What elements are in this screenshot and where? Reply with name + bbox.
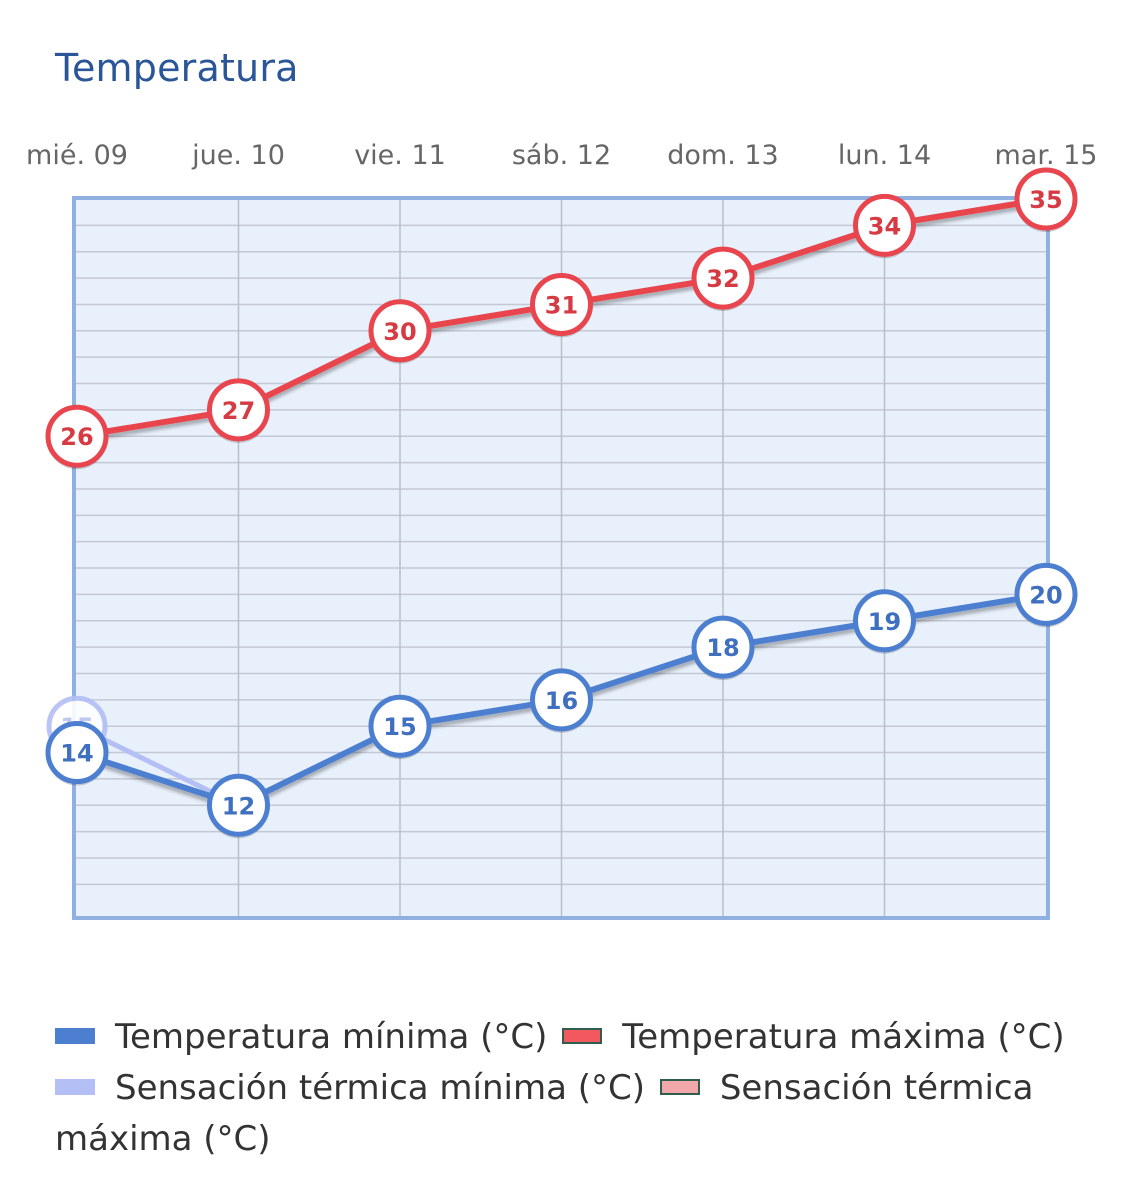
data-label: 35 bbox=[1029, 186, 1062, 214]
x-tick-label: jue. 10 bbox=[191, 140, 285, 171]
data-label: 16 bbox=[545, 687, 578, 715]
point-marker bbox=[45, 404, 109, 468]
data-label: 26 bbox=[60, 423, 93, 451]
legend-item-max-temp[interactable]: Temperatura máxima (°C) bbox=[562, 1017, 1065, 1057]
data-point-tmin: 16 bbox=[530, 668, 593, 733]
point-marker bbox=[368, 694, 432, 758]
data-point-tmin: 15 bbox=[368, 694, 432, 760]
legend-item-min-temp[interactable]: Temperatura mínima (°C) bbox=[55, 1017, 547, 1057]
legend-swatch-max-temp bbox=[562, 1027, 603, 1044]
point-marker bbox=[207, 378, 270, 442]
data-point-tmin: 19 bbox=[853, 589, 916, 654]
data-label: 34 bbox=[868, 212, 901, 240]
legend-label-max-temp: Temperatura máxima (°C) bbox=[622, 1017, 1065, 1057]
point-marker bbox=[530, 668, 593, 732]
data-label: 32 bbox=[706, 265, 739, 293]
point-marker bbox=[207, 773, 270, 837]
point-marker bbox=[1014, 562, 1078, 626]
x-tick-label: vie. 11 bbox=[354, 140, 446, 171]
x-tick-label: dom. 13 bbox=[667, 140, 778, 171]
data-point-tmin: 20 bbox=[1014, 562, 1078, 628]
data-point-tmin: 12 bbox=[207, 773, 270, 839]
data-point-tmax: 32 bbox=[691, 246, 755, 312]
legend-item-min-feel[interactable]: Sensación térmica mínima (°C) bbox=[55, 1068, 645, 1108]
temperature-chart: mié. 09 jue. 10 vie. 11 sáb. 12 dom. 13 lun. … bbox=[26, 140, 1098, 920]
point-marker bbox=[530, 272, 593, 336]
data-point-tmax: 35 bbox=[1014, 167, 1078, 232]
data-point-tmax: 34 bbox=[853, 193, 916, 259]
point-marker bbox=[853, 193, 916, 257]
data-label: 30 bbox=[383, 318, 416, 346]
legend-label-min-feel: Sensación térmica mínima (°C) bbox=[115, 1068, 646, 1108]
legend-label-max-feel: Sensación térmica máxima (°C) bbox=[55, 1068, 1034, 1159]
point-marker bbox=[45, 721, 109, 785]
data-label: 18 bbox=[706, 634, 739, 662]
data-label: 27 bbox=[222, 397, 255, 425]
legend-item-max-feel[interactable]: Sensación térmica máxima (°C) bbox=[55, 1068, 1033, 1159]
chart-title: Temperatura bbox=[55, 46, 299, 90]
x-tick-label: mar. 15 bbox=[995, 140, 1098, 171]
legend-swatch-min-feel bbox=[55, 1078, 95, 1095]
data-label: 19 bbox=[868, 608, 901, 636]
point-marker bbox=[368, 299, 432, 363]
data-point-tmin: 18 bbox=[691, 615, 755, 681]
point-marker bbox=[691, 246, 755, 310]
x-tick-label: mié. 09 bbox=[26, 140, 128, 171]
x-tick-label: sáb. 12 bbox=[512, 140, 611, 171]
data-point-tmax: 26 bbox=[45, 404, 109, 470]
data-point-tmax: 31 bbox=[530, 272, 593, 338]
legend-swatch-max-feel bbox=[659, 1078, 700, 1095]
chart-legend: Temperatura mínima (°C) Temperatura máxi… bbox=[55, 1012, 1115, 1165]
data-label: 14 bbox=[60, 740, 93, 768]
data-label: 31 bbox=[545, 291, 578, 319]
data-point-tmax: 27 bbox=[207, 378, 270, 443]
legend-swatch-min-temp bbox=[55, 1027, 95, 1044]
plot-border bbox=[72, 196, 1050, 920]
data-point-tmax: 30 bbox=[368, 299, 432, 364]
data-label: 12 bbox=[222, 792, 255, 820]
point-marker bbox=[853, 589, 916, 653]
data-label: 15 bbox=[383, 713, 416, 741]
point-marker bbox=[691, 615, 755, 679]
data-point-tmin: 14 bbox=[45, 721, 109, 786]
x-tick-label: lun. 14 bbox=[838, 140, 931, 171]
data-label: 20 bbox=[1029, 581, 1062, 609]
point-marker bbox=[1014, 167, 1078, 231]
legend-label-min-temp: Temperatura mínima (°C) bbox=[115, 1017, 548, 1057]
